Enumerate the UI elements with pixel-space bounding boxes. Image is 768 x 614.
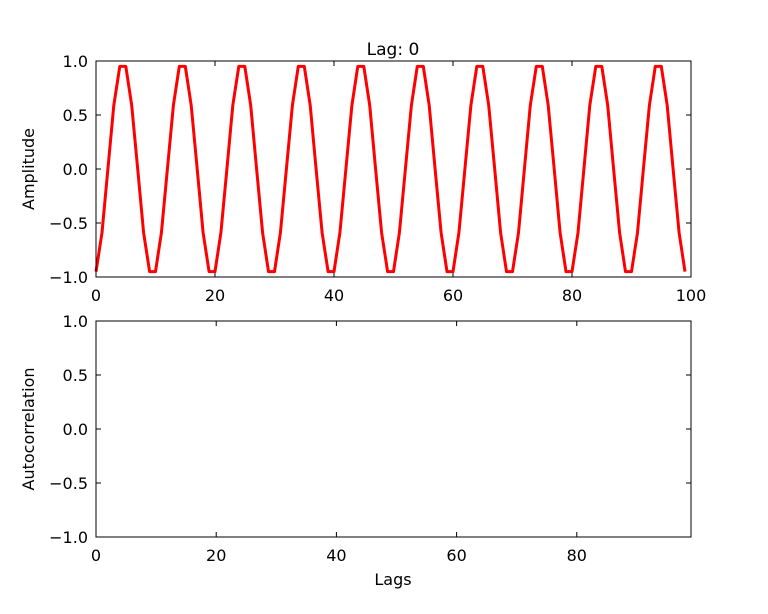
x-tick-label: 20	[205, 286, 225, 305]
x-tick-label: 40	[324, 286, 344, 305]
x-tick-label: 40	[326, 546, 346, 565]
y-tick-label: 1.0	[63, 52, 88, 71]
y-tick-label: 0.0	[63, 160, 88, 179]
y-axis-label: Amplitude	[19, 128, 38, 210]
x-tick-label: 100	[676, 286, 707, 305]
x-tick-label: 80	[567, 546, 587, 565]
x-tick-label: 60	[443, 286, 463, 305]
x-tick-label: 80	[562, 286, 582, 305]
axes-frame	[95, 320, 692, 538]
axes-frame	[95, 60, 692, 278]
y-tick-label: 0.0	[63, 420, 88, 439]
amplitude-line	[94, 64, 687, 274]
y-tick-label: −0.5	[49, 214, 88, 233]
y-tick-label: −1.0	[49, 528, 88, 547]
x-tick-label: 0	[91, 286, 101, 305]
y-tick-label: −0.5	[49, 474, 88, 493]
amplitude-axes: Lag: 0 Amplitude 0 20 40 60 80 100 1.0 0.5 0.0 −0…	[19, 40, 706, 305]
autocorrelation-axes: Autocorrelation Lags 0 20 40 60 80 1.0 0.5 0.0 −…	[19, 312, 692, 589]
chart-title: Lag: 0	[367, 40, 420, 60]
y-tick-label: 1.0	[63, 312, 88, 331]
y-tick-label: 0.5	[63, 106, 88, 125]
y-tick-label: 0.5	[63, 366, 88, 385]
x-tick-label: 20	[206, 546, 226, 565]
x-tick-label: 0	[91, 546, 101, 565]
y-tick-label: −1.0	[49, 268, 88, 287]
x-axis-label: Lags	[374, 570, 411, 589]
y-axis-label: Autocorrelation	[19, 368, 38, 491]
x-tick-label: 60	[446, 546, 466, 565]
